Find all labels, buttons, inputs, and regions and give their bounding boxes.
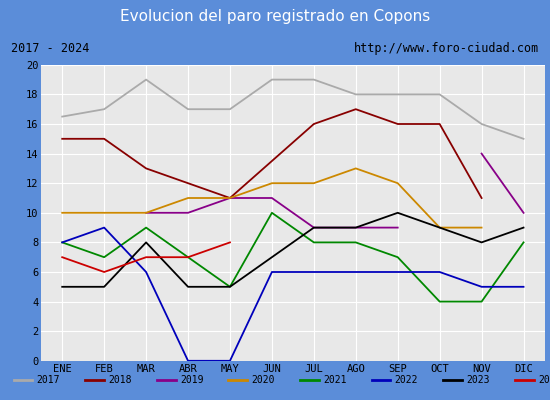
Text: 2018: 2018 xyxy=(108,375,132,386)
Text: 2017 - 2024: 2017 - 2024 xyxy=(11,42,89,55)
Text: 2017: 2017 xyxy=(37,375,60,386)
Text: http://www.foro-ciudad.com: http://www.foro-ciudad.com xyxy=(354,42,539,55)
Text: 2019: 2019 xyxy=(180,375,204,386)
Text: 2023: 2023 xyxy=(466,375,490,386)
Text: 2024: 2024 xyxy=(538,375,550,386)
Text: 2021: 2021 xyxy=(323,375,346,386)
Text: Evolucion del paro registrado en Copons: Evolucion del paro registrado en Copons xyxy=(120,10,430,24)
Text: 2022: 2022 xyxy=(395,375,419,386)
Text: 2020: 2020 xyxy=(251,375,275,386)
